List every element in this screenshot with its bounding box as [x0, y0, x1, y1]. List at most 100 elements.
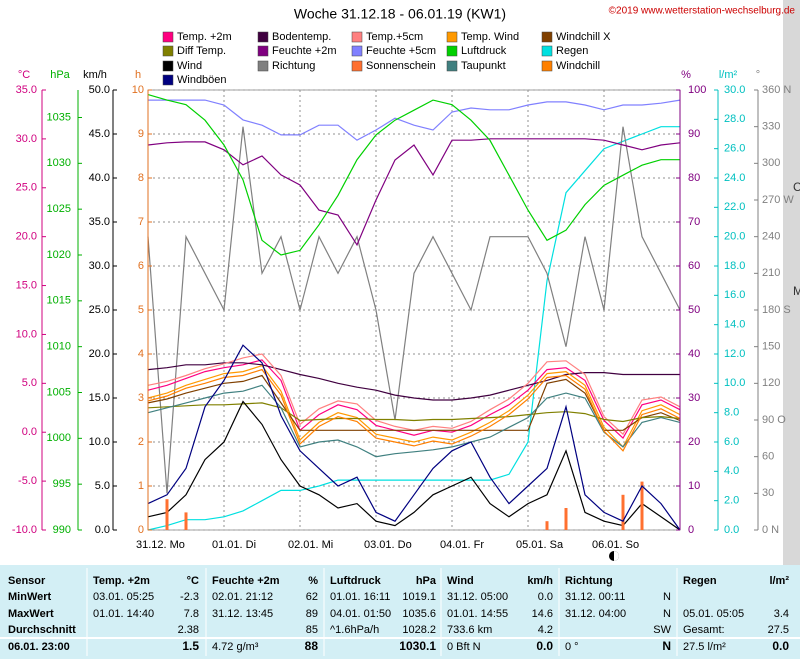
- y-tick-label: 120: [762, 377, 780, 389]
- cell-value: 1028.2: [402, 624, 436, 636]
- sunshine-bar: [545, 521, 549, 530]
- series-line: [147, 126, 681, 494]
- y-tick-label: -10.0: [12, 524, 37, 536]
- legend-swatch: [351, 31, 363, 43]
- y-tick-label: 150: [762, 341, 780, 353]
- y-tick-label: 6: [138, 260, 144, 272]
- cell-label: 0 °: [565, 641, 579, 653]
- legend-swatch: [446, 60, 458, 72]
- y-tick-label: 20.0: [724, 231, 745, 243]
- y-tick-label: 20.0: [89, 348, 110, 360]
- section-unit: hPa: [416, 575, 437, 587]
- y-tick-label: 30: [762, 487, 774, 499]
- cell-label: 02.01. 21:12: [212, 591, 273, 603]
- series-line: [147, 400, 681, 531]
- y-tick-label: 1025: [47, 203, 71, 215]
- y-tick-label: 0: [138, 524, 144, 536]
- y-tick-label: 20: [688, 436, 700, 448]
- cell-label: Gesamt:: [683, 624, 725, 636]
- y-tick-label: 4.0: [724, 465, 739, 477]
- y-tick-label: 35.0: [16, 84, 37, 96]
- series-line: [147, 368, 681, 452]
- cell-label: ^1.6hPa/h: [330, 624, 379, 636]
- legend-swatch: [351, 45, 363, 57]
- y-tick-label: 9: [138, 128, 144, 140]
- y-tick-label: 26.0: [724, 143, 745, 155]
- edge-label: C: [793, 180, 800, 194]
- y-tick-label: 2: [138, 436, 144, 448]
- y-tick-label: 50.0: [89, 84, 110, 96]
- y-tick-label: 60: [688, 260, 700, 272]
- y-tick-label: 18.0: [724, 260, 745, 272]
- y-tick-label: 1020: [47, 249, 71, 261]
- edge-label: M: [793, 284, 800, 298]
- section-unit: l/m²: [769, 575, 789, 587]
- legend-swatch: [257, 45, 269, 57]
- x-tick-label: 05.01. Sa: [516, 539, 564, 551]
- y-tick-label: 35.0: [89, 216, 110, 228]
- legend-swatch: [162, 45, 174, 57]
- y-tick-label: 10.0: [16, 328, 37, 340]
- chart-title: Woche 31.12.18 - 06.01.19 (KW1): [294, 6, 506, 22]
- y-tick-label: 15.0: [89, 392, 110, 404]
- y-tick-label: 1: [138, 480, 144, 492]
- axis-unit: °C: [18, 69, 30, 81]
- series-line: [147, 374, 681, 431]
- legend-swatch: [446, 31, 458, 43]
- y-tick-label: 15.0: [16, 279, 37, 291]
- cell-label: 31.12. 13:45: [212, 608, 273, 620]
- cell-label: 0 Bft N: [447, 641, 481, 653]
- axis-unit: °: [756, 69, 760, 81]
- legend-label: Bodentemp.: [272, 31, 331, 43]
- cell-label: 31.12. 04:00: [565, 608, 626, 620]
- axis-unit: %: [681, 69, 691, 81]
- table-background: [0, 565, 800, 659]
- x-tick-label: 04.01. Fr: [440, 539, 484, 551]
- y-tick-label: 8: [138, 172, 144, 184]
- cell-value: N: [662, 639, 671, 653]
- cell-value: 2.38: [178, 624, 199, 636]
- y-tick-label: 6.0: [724, 436, 739, 448]
- y-tick-label: 28.0: [724, 113, 745, 125]
- series-line: [147, 344, 681, 531]
- axis-unit: hPa: [50, 69, 70, 81]
- y-tick-label: 0: [688, 524, 694, 536]
- cell-value: 1035.6: [402, 608, 436, 620]
- sunshine-bar: [564, 508, 568, 530]
- cell-value: 0.0: [772, 639, 789, 653]
- cell-label: 04.01. 01:50: [330, 608, 391, 620]
- cell-label: 4.72 g/m³: [212, 641, 259, 653]
- y-tick-label: 25.0: [89, 304, 110, 316]
- y-tick-label: 90 O: [762, 414, 786, 426]
- y-tick-label: 30: [688, 392, 700, 404]
- y-tick-label: 2.0: [724, 495, 739, 507]
- y-tick-label: 30.0: [16, 133, 37, 145]
- copyright: ©2019 www.wetterstation-wechselburg.de: [609, 6, 796, 17]
- y-tick-label: 80: [688, 172, 700, 184]
- y-tick-label: 5.0: [95, 480, 110, 492]
- sunshine-bar: [165, 499, 169, 530]
- x-tick-label: 06.01. So: [592, 539, 639, 551]
- cell-value: 1030.1: [399, 639, 436, 653]
- legend-swatch: [541, 45, 553, 57]
- y-tick-label: 50: [688, 304, 700, 316]
- legend-swatch: [446, 45, 458, 57]
- y-tick-label: 70: [688, 216, 700, 228]
- legend-label: Wind: [177, 60, 202, 72]
- row-label: MaxWert: [8, 608, 54, 620]
- y-tick-label: 30.0: [724, 84, 745, 96]
- series-line: [147, 402, 681, 423]
- series-line: [147, 138, 681, 247]
- legend-label: Sonnenschein: [366, 60, 436, 72]
- sunshine-bar: [184, 512, 188, 530]
- y-tick-label: 240: [762, 231, 780, 243]
- legend-swatch: [162, 31, 174, 43]
- cell-label: 733.6 km: [447, 624, 492, 636]
- y-tick-label: 5: [138, 304, 144, 316]
- series-line: [147, 384, 681, 458]
- row-label: 06.01. 23:00: [8, 641, 70, 653]
- series-line: [147, 362, 680, 401]
- legend-label: Windchill X: [556, 31, 611, 43]
